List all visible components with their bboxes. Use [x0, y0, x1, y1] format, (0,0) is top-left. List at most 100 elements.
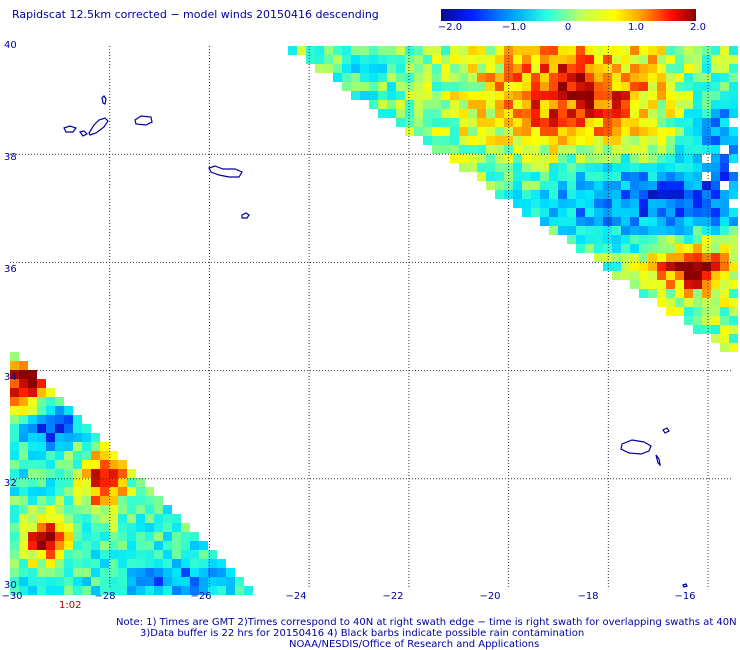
swath-cell: [190, 550, 199, 559]
swath-cell: [648, 262, 657, 271]
swath-cell: [513, 109, 522, 118]
swath-cell: [549, 82, 558, 91]
swath-cell: [405, 118, 414, 127]
swath-cell: [540, 82, 549, 91]
swath-cell: [675, 253, 684, 262]
swath-cell: [693, 298, 702, 307]
swath-cell: [190, 577, 199, 586]
swath-cell: [684, 82, 693, 91]
swath-cell: [702, 235, 711, 244]
swath-cell: [10, 487, 19, 496]
swath-cell: [37, 532, 46, 541]
swath-cell: [675, 55, 684, 64]
swath-cell: [603, 217, 612, 226]
swath-cell: [387, 82, 396, 91]
swath-cell: [720, 235, 729, 244]
swath-cell: [459, 64, 468, 73]
swath-cell: [414, 73, 423, 82]
swath-cell: [648, 154, 657, 163]
swath-cell: [648, 46, 657, 55]
swath-cell: [594, 136, 603, 145]
swath-cell: [558, 172, 567, 181]
swath-cell: [558, 217, 567, 226]
swath-cell: [486, 55, 495, 64]
swath-cell: [477, 163, 486, 172]
swath-cell: [594, 73, 603, 82]
swath-cell: [612, 217, 621, 226]
swath-cell: [540, 181, 549, 190]
swath-cell: [567, 208, 576, 217]
swath-cell: [127, 496, 136, 505]
swath-cell: [612, 127, 621, 136]
swath-cell: [37, 487, 46, 496]
swath-cell: [396, 73, 405, 82]
swath-cell: [199, 559, 208, 568]
swath-cell: [720, 190, 729, 199]
swath-cell: [711, 109, 720, 118]
swath-cell: [172, 514, 181, 523]
swath-cell: [46, 478, 55, 487]
swath-cell: [118, 577, 127, 586]
swath-cell: [549, 118, 558, 127]
swath-cell: [603, 127, 612, 136]
swath-cell: [684, 181, 693, 190]
swath-cell: [324, 46, 333, 55]
swath-cell: [19, 361, 28, 370]
swath-cell: [73, 451, 82, 460]
swath-cell: [145, 568, 154, 577]
swath-cell: [46, 550, 55, 559]
swath-cell: [369, 100, 378, 109]
swath-cell: [531, 208, 540, 217]
swath-cell: [495, 190, 504, 199]
colorbar-label: 0: [564, 22, 572, 33]
swath-cell: [37, 415, 46, 424]
swath-cell: [504, 64, 513, 73]
swath-cell: [118, 568, 127, 577]
swath-cell: [297, 46, 306, 55]
swath-cell: [711, 271, 720, 280]
swath-cell: [432, 82, 441, 91]
swath-cell: [468, 118, 477, 127]
swath-cell: [630, 280, 639, 289]
swath-cell: [46, 559, 55, 568]
swath-cell: [495, 46, 504, 55]
swath-cell: [630, 127, 639, 136]
swath-cell: [657, 118, 666, 127]
swath-cell: [558, 91, 567, 100]
swath-cell: [450, 136, 459, 145]
swath-cell: [621, 262, 630, 271]
swath-cell: [378, 91, 387, 100]
swath-cell: [118, 559, 127, 568]
swath-cell: [585, 73, 594, 82]
swath-cell: [73, 559, 82, 568]
swath-cell: [450, 145, 459, 154]
swath-cell: [648, 109, 657, 118]
swath-cell: [522, 199, 531, 208]
swath-cell: [46, 514, 55, 523]
swath-cell: [585, 64, 594, 73]
swath-cell: [19, 505, 28, 514]
swath-cell: [693, 289, 702, 298]
swath-cell: [172, 559, 181, 568]
swath-cell: [28, 505, 37, 514]
swath-cell: [208, 568, 217, 577]
swath-cell: [657, 235, 666, 244]
swath-cell: [73, 550, 82, 559]
swath-cell: [558, 82, 567, 91]
swath-cell: [657, 298, 666, 307]
swath-cell: [82, 424, 91, 433]
swath-cell: [693, 262, 702, 271]
swath-cell: [684, 253, 693, 262]
swath-cell: [423, 82, 432, 91]
swath-cell: [720, 316, 729, 325]
swath-cell: [612, 154, 621, 163]
swath-cell: [540, 55, 549, 64]
swath-cell: [28, 460, 37, 469]
swath-cell: [10, 559, 19, 568]
swath-cell: [73, 505, 82, 514]
swath-cell: [567, 64, 576, 73]
swath-cell: [423, 136, 432, 145]
swath-cell: [504, 190, 513, 199]
swath-cell: [612, 46, 621, 55]
swath-cell: [621, 127, 630, 136]
